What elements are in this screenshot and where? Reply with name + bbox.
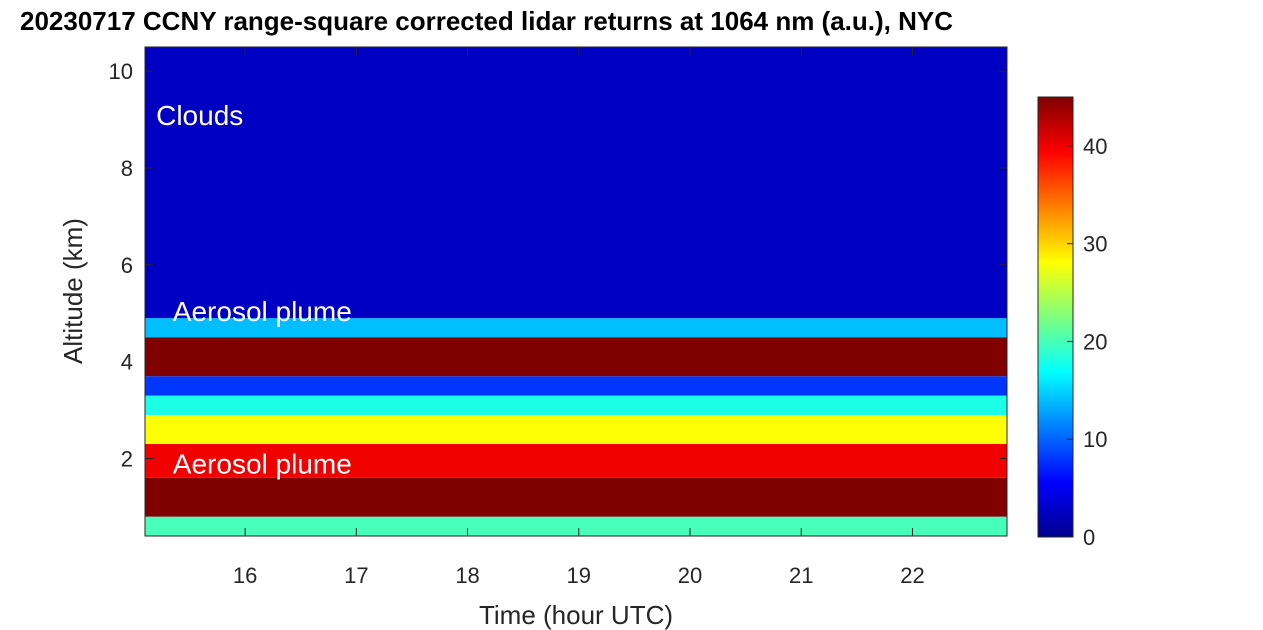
y-tick-label: 2 [121, 447, 133, 472]
y-tick-label: 8 [121, 156, 133, 181]
annotations: Clouds Aerosol plume Aerosol plume [156, 100, 352, 480]
x-tick-label: 18 [455, 563, 479, 588]
colorbar-ticks: 0 10 20 30 40 [1067, 134, 1107, 550]
y-axis: 2 4 6 8 10 [109, 59, 1007, 472]
heatmap-layer [145, 337, 1007, 377]
heatmap-layer [145, 47, 1007, 319]
plot-frame [144, 46, 1008, 537]
y-tick-label: 10 [109, 59, 133, 84]
heatmap-layer [145, 477, 1007, 517]
annotation-label: Aerosol plume [173, 296, 352, 327]
y-axis-label: Altitude (km) [58, 218, 88, 364]
colorbar-tick-label: 40 [1083, 134, 1107, 159]
colorbar [1037, 96, 1074, 538]
y-tick-label: 6 [121, 253, 133, 278]
x-tick-label: 21 [789, 563, 813, 588]
x-tick-label: 16 [233, 563, 257, 588]
heatmap-layer [145, 414, 1007, 445]
y-tick-label: 4 [121, 350, 133, 375]
colorbar-tick-label: 20 [1083, 329, 1107, 354]
heatmap-layer [145, 395, 1007, 415]
x-tick-label: 22 [900, 563, 924, 588]
heatmap-layer [145, 318, 1007, 338]
heatmap-layer [145, 516, 1007, 536]
x-axis: 16 17 18 19 20 21 22 [233, 47, 925, 588]
chart-title: 20230717 CCNY range-square corrected lid… [20, 6, 954, 36]
colorbar-tick-label: 10 [1083, 427, 1107, 452]
x-tick-label: 17 [344, 563, 368, 588]
x-axis-label: Time (hour UTC) [479, 600, 673, 630]
x-tick-label: 20 [678, 563, 702, 588]
annotation-label: Clouds [156, 100, 243, 131]
x-tick-label: 19 [567, 563, 591, 588]
heatmap-layer [145, 376, 1007, 396]
heatmap-area [145, 47, 1007, 536]
colorbar-tick-label: 30 [1083, 232, 1107, 257]
annotation-label: Aerosol plume [173, 448, 352, 479]
colorbar-tick-label: 0 [1083, 525, 1095, 550]
heatmap-layer [145, 444, 1007, 478]
